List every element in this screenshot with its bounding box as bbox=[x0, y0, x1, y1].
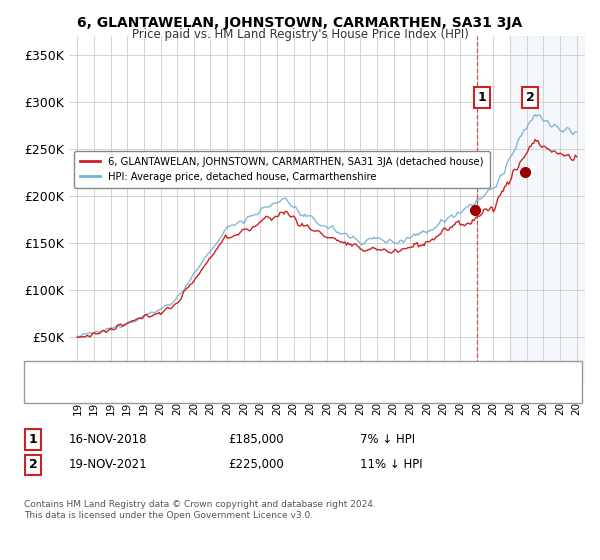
Text: 6, GLANTAWELAN, JOHNSTOWN, CARMARTHEN, SA31 3JA: 6, GLANTAWELAN, JOHNSTOWN, CARMARTHEN, S… bbox=[77, 16, 523, 30]
Text: Price paid vs. HM Land Registry's House Price Index (HPI): Price paid vs. HM Land Registry's House … bbox=[131, 28, 469, 41]
Bar bbox=[510, 36, 585, 384]
Text: 1: 1 bbox=[478, 91, 486, 104]
Text: 1: 1 bbox=[29, 433, 37, 446]
Text: £225,000: £225,000 bbox=[228, 458, 284, 472]
Text: Contains HM Land Registry data © Crown copyright and database right 2024.: Contains HM Land Registry data © Crown c… bbox=[24, 500, 376, 509]
Text: 2: 2 bbox=[29, 458, 37, 472]
Text: 2: 2 bbox=[526, 91, 535, 104]
Text: 7% ↓ HPI: 7% ↓ HPI bbox=[360, 433, 415, 446]
Text: 16-NOV-2018: 16-NOV-2018 bbox=[69, 433, 148, 446]
Text: 6, GLANTAWELAN, JOHNSTOWN, CARMARTHEN, SA31 3JA (detached house): 6, GLANTAWELAN, JOHNSTOWN, CARMARTHEN, S… bbox=[42, 368, 434, 379]
Text: This data is licensed under the Open Government Licence v3.0.: This data is licensed under the Open Gov… bbox=[24, 511, 313, 520]
Text: 11% ↓ HPI: 11% ↓ HPI bbox=[360, 458, 422, 472]
Text: HPI: Average price, detached house, Carmarthenshire: HPI: Average price, detached house, Carm… bbox=[42, 383, 323, 393]
Text: £185,000: £185,000 bbox=[228, 433, 284, 446]
Text: 19-NOV-2021: 19-NOV-2021 bbox=[69, 458, 148, 472]
Legend: 6, GLANTAWELAN, JOHNSTOWN, CARMARTHEN, SA31 3JA (detached house), HPI: Average p: 6, GLANTAWELAN, JOHNSTOWN, CARMARTHEN, S… bbox=[74, 151, 490, 188]
